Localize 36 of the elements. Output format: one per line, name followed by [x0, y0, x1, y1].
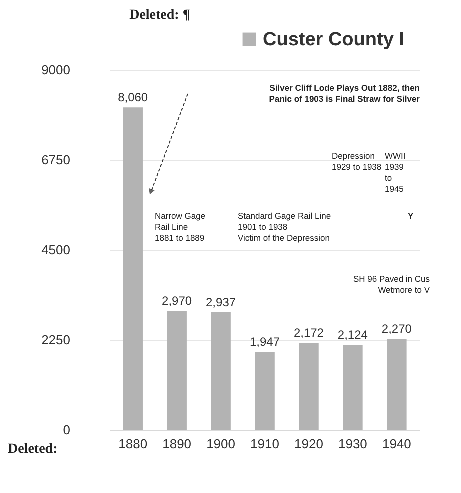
bar [211, 312, 231, 430]
annotation: Standard Gage Rail Line 1901 to 1938 Victim of the Depression [238, 211, 332, 243]
text: 8,060 [118, 90, 148, 105]
text: 2,937 [206, 296, 236, 310]
bar [123, 108, 143, 430]
x-tick-label: 1890 [162, 436, 192, 452]
annotation: WWII 1939 to 1945 [385, 151, 406, 194]
text: 2,172 [294, 326, 324, 340]
text: 1,947 [250, 335, 280, 350]
text: 2,124 [338, 328, 368, 342]
bar [299, 343, 319, 430]
y-tick-label: 4500 [42, 242, 70, 258]
annotation: Silver Cliff Lode Plays Out 1882, then Panic of 1903 is Final Straw for Silver [269, 83, 421, 104]
text: 2,970 [162, 294, 192, 308]
annotation: SH 96 Paved in Cus Wetmore to V [353, 274, 430, 295]
annotation: Depression 1929 to 1938 [332, 151, 382, 172]
annotation: Y [408, 211, 414, 221]
bar [167, 311, 187, 430]
text: Deleted: ¶ [130, 8, 190, 23]
text: Deleted: [8, 442, 58, 457]
legend-label: Custer County I [263, 30, 404, 50]
bar [255, 352, 275, 430]
x-tick-label: 1930 [338, 436, 368, 452]
annotation: Narrow Gage Rail Line 1881 to 1889 [155, 211, 206, 243]
bar [343, 345, 363, 430]
x-tick-label: 1910 [250, 436, 280, 452]
y-tick-label: 6750 [42, 152, 70, 168]
x-tick-label: 1900 [206, 436, 236, 452]
y-tick-label: 9000 [42, 62, 70, 78]
x-tick-label: 1880 [118, 436, 148, 452]
y-tick-label: 0 [63, 422, 70, 438]
y-tick-label: 2250 [42, 332, 70, 348]
text: 2,270 [382, 322, 412, 336]
bar [387, 339, 407, 430]
x-tick-label: 1940 [382, 436, 412, 452]
x-tick-label: 1920 [294, 436, 324, 452]
